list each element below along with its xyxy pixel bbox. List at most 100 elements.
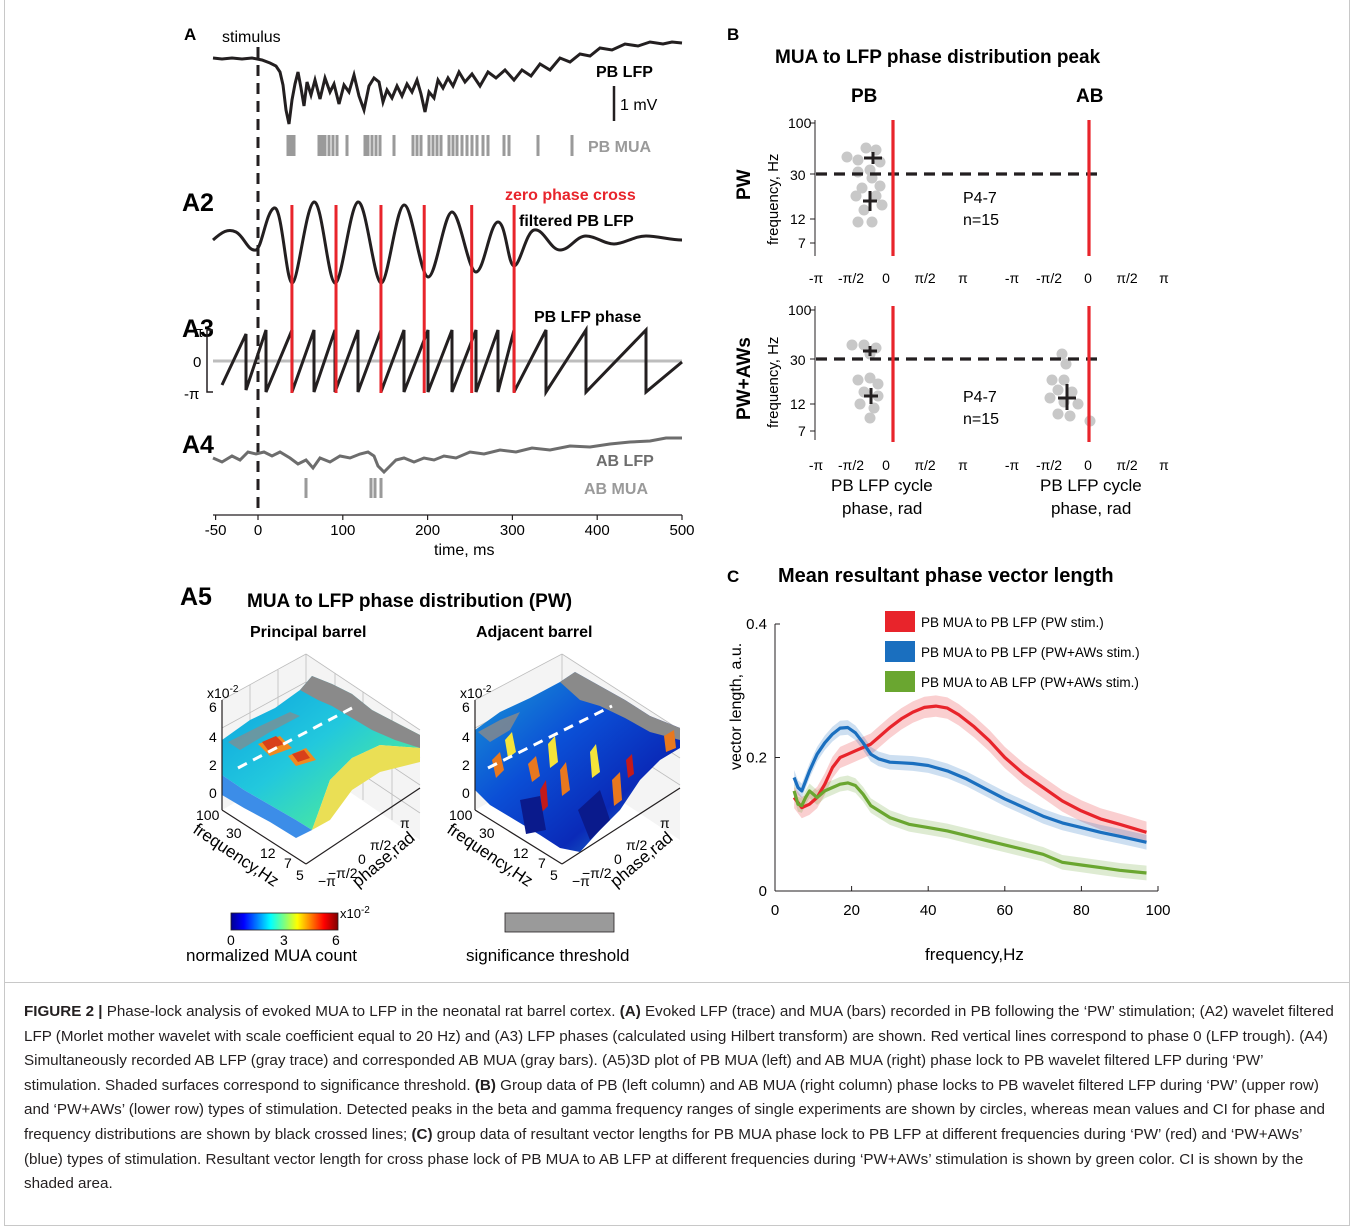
b-bottom-xticks: -π -π/2 0 π/2 π -π -π/2 0 π/2 π xyxy=(809,457,1169,473)
a5-left-3d-plot xyxy=(221,653,421,865)
a5-right-ptick-pi2: π/2 xyxy=(626,837,648,853)
panel-c-letter: C xyxy=(727,567,739,586)
a5-left-ztick-6: 6 xyxy=(209,699,217,715)
a5-right-title: Adjacent barrel xyxy=(476,624,592,641)
c-legend: PB MUA to PB LFP (PW stim.) PB MUA to PB … xyxy=(885,611,1140,692)
colorbar-tick-0: 0 xyxy=(227,932,235,948)
time-tick-label-5: 400 xyxy=(585,522,610,539)
a5-left-ptick-0: 0 xyxy=(358,851,366,867)
c-legend-label-1: PB MUA to PB LFP (PW+AWs stim.) xyxy=(921,645,1140,660)
a5-right-ptick-pi: π xyxy=(660,815,670,831)
filtered-lfp-trace xyxy=(212,200,683,285)
c-xtick-label-0: 0 xyxy=(771,902,779,919)
a5-left-ztick-4: 4 xyxy=(209,729,217,745)
b-bottom-ytick-12: 12 xyxy=(790,396,806,412)
caption-label: FIGURE 2 | xyxy=(24,1003,103,1020)
b-bottom-xticks-label-4: π xyxy=(958,457,968,473)
b-bottom-xticks-label-0: -π xyxy=(809,457,824,473)
b-top-axes xyxy=(810,120,816,256)
c-xlabel: frequency,Hz xyxy=(925,945,1024,964)
b-pb-xlabel-2: phase, rad xyxy=(842,499,922,518)
a5-left-title: Principal barrel xyxy=(250,624,367,641)
a5-right-ptick-mpi: −π xyxy=(572,873,590,889)
b-bottom-xticks-ab-label-1: -π/2 xyxy=(1036,457,1062,473)
a5-left-ftick-30: 30 xyxy=(226,825,242,841)
pb-lfp-label: PB LFP xyxy=(596,64,653,81)
caption-text-1: Phase-lock analysis of evoked MUA to LFP… xyxy=(102,1003,620,1020)
c-xtick-label-3: 60 xyxy=(996,902,1013,919)
a5-left-ftick-12: 12 xyxy=(260,845,276,861)
phase-bracket xyxy=(206,329,213,393)
c-xtick-label-5: 100 xyxy=(1145,902,1170,919)
b-bottom-ab-dots xyxy=(1044,348,1096,427)
a5-title: MUA to LFP phase distribution (PW) xyxy=(247,591,572,612)
a5-right-ztick-0: 0 xyxy=(462,785,470,801)
a5-right-ftick-7: 7 xyxy=(538,855,546,871)
row-pw-label: PW xyxy=(734,169,755,200)
figure-frame xyxy=(4,0,1350,1226)
phase-tick-zero: 0 xyxy=(193,354,201,371)
a5-right-ztick-2: 2 xyxy=(462,757,470,773)
c-series-lines xyxy=(792,704,1147,875)
b-bottom-xticks-ab-label-3: π/2 xyxy=(1116,457,1138,473)
c-legend-swatch-1 xyxy=(885,641,915,662)
pb-mua-label: PB MUA xyxy=(588,139,652,156)
b-top-pb-means xyxy=(863,152,882,211)
pb-mua-raster xyxy=(286,135,574,156)
colorbar xyxy=(230,912,339,931)
a5-right-ptick-0: 0 xyxy=(614,851,622,867)
c-ylabel: vector length, a.u. xyxy=(728,643,745,770)
b-bottom-n: n=15 xyxy=(963,411,999,428)
c-legend-swatch-0 xyxy=(885,611,915,632)
a5-right-ftick-100: 100 xyxy=(449,807,473,823)
figure-graphics: A stimulus PB LFP 1 mV PB MUA A2 zero ph… xyxy=(180,25,1171,965)
a5-left-ptick-pi2: π/2 xyxy=(370,837,392,853)
colorbar-exp: x10-2 xyxy=(340,905,370,921)
a5-left-ztick-0: 0 xyxy=(209,785,217,801)
col-pb-label: PB xyxy=(851,86,877,107)
b-bottom-xticks-ab-label-0: -π xyxy=(1005,457,1020,473)
c-ytick-label-0: 0 xyxy=(759,883,767,900)
b-top-ytick-7: 7 xyxy=(798,235,806,251)
a5-right-zexp: x10-2 xyxy=(460,684,492,701)
b-top-xticks-ab-label-0: -π xyxy=(1005,270,1020,286)
a5-left-ptick-mpi: −π xyxy=(318,873,336,889)
b-bottom-xticks-label-3: π/2 xyxy=(914,457,936,473)
b-ab-xlabel-1: PB LFP cycle xyxy=(1040,476,1142,495)
panel-a-letter: A xyxy=(184,25,196,44)
colorbar-tick-3: 3 xyxy=(280,932,288,948)
stimulus-label: stimulus xyxy=(222,29,281,46)
zero-phase-label: zero phase cross xyxy=(505,187,636,204)
c-legend-label-2: PB MUA to AB LFP (PW+AWs stim.) xyxy=(921,675,1139,690)
time-tick-label-3: 200 xyxy=(415,522,440,539)
row-pwaws-label: PW+AWs xyxy=(734,337,755,420)
b-top-xticks-label-4: π xyxy=(958,270,968,286)
caption-divider xyxy=(4,982,1350,983)
a5-right-ztick-6: 6 xyxy=(462,699,470,715)
caption-ref-a: (A) xyxy=(619,1003,641,1020)
b-top-ytick-30: 30 xyxy=(790,167,806,183)
ab-lfp-trace xyxy=(212,436,682,475)
c-legend-swatch-2 xyxy=(885,671,915,692)
c-xtick-label-2: 40 xyxy=(920,902,937,919)
b-top-xticks: -π -π/2 0 π/2 π -π -π/2 0 π/2 π xyxy=(809,270,1169,286)
a5-left-ptick-mpi2: −π/2 xyxy=(328,865,358,881)
b-top-xticks-label-3: π/2 xyxy=(914,270,936,286)
panel-a2-letter: A2 xyxy=(182,189,214,217)
b-bottom-pb-means xyxy=(863,346,878,404)
threshold-label: significance threshold xyxy=(466,946,629,965)
time-tick-label-2: 100 xyxy=(330,522,355,539)
b-bottom-ab-means xyxy=(1058,384,1076,410)
ab-mua-label: AB MUA xyxy=(584,481,648,498)
colorbar-tick-6: 6 xyxy=(332,932,340,948)
time-axis-label: time, ms xyxy=(434,542,494,559)
c-xtick-label-4: 80 xyxy=(1073,902,1090,919)
panel-a3-letter: A3 xyxy=(182,315,214,343)
caption-text-2: Evoked LFP (trace) and MUA (bars) record… xyxy=(24,1003,1334,1094)
time-tick-label-1: 0 xyxy=(254,522,262,539)
time-axis: -50 0 100 200 300 400 500 xyxy=(205,514,695,539)
zero-phase-lines xyxy=(290,205,516,393)
phase-tick-minus-pi: -π xyxy=(184,386,199,403)
b-top-xticks-label-1: -π/2 xyxy=(838,270,864,286)
caption-ref-c: (C) xyxy=(411,1125,433,1143)
